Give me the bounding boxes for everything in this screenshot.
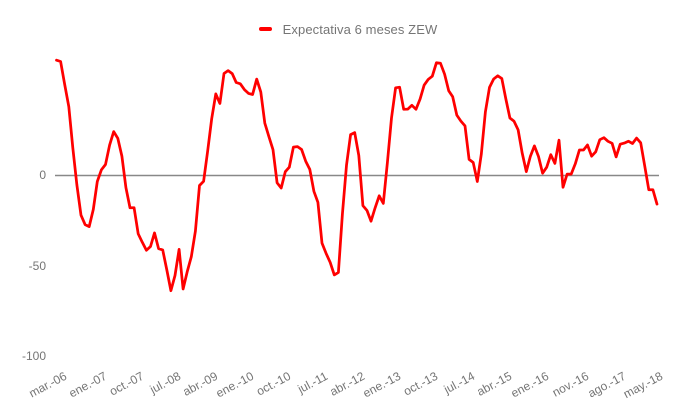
- legend-label: Expectativa 6 meses ZEW: [282, 21, 438, 37]
- y-tick-label: 0: [39, 168, 46, 182]
- y-tick-label: -50: [28, 258, 46, 273]
- series-line: [55, 58, 659, 293]
- legend-line-marker: [258, 27, 272, 31]
- y-tick-label: -100: [21, 349, 46, 363]
- legend: Expectativa 6 meses ZEW: [8, 21, 680, 37]
